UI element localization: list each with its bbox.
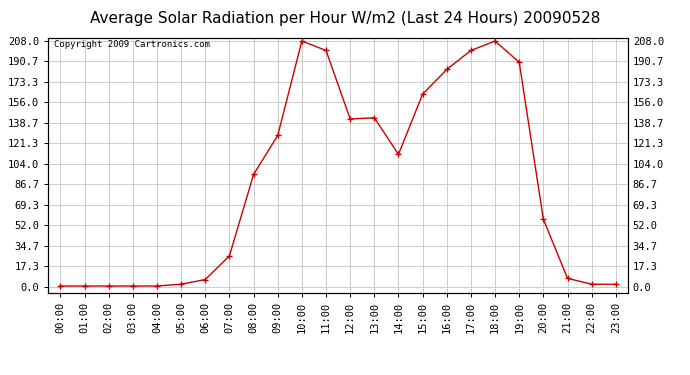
Text: Copyright 2009 Cartronics.com: Copyright 2009 Cartronics.com xyxy=(54,40,210,49)
Text: Average Solar Radiation per Hour W/m2 (Last 24 Hours) 20090528: Average Solar Radiation per Hour W/m2 (L… xyxy=(90,11,600,26)
